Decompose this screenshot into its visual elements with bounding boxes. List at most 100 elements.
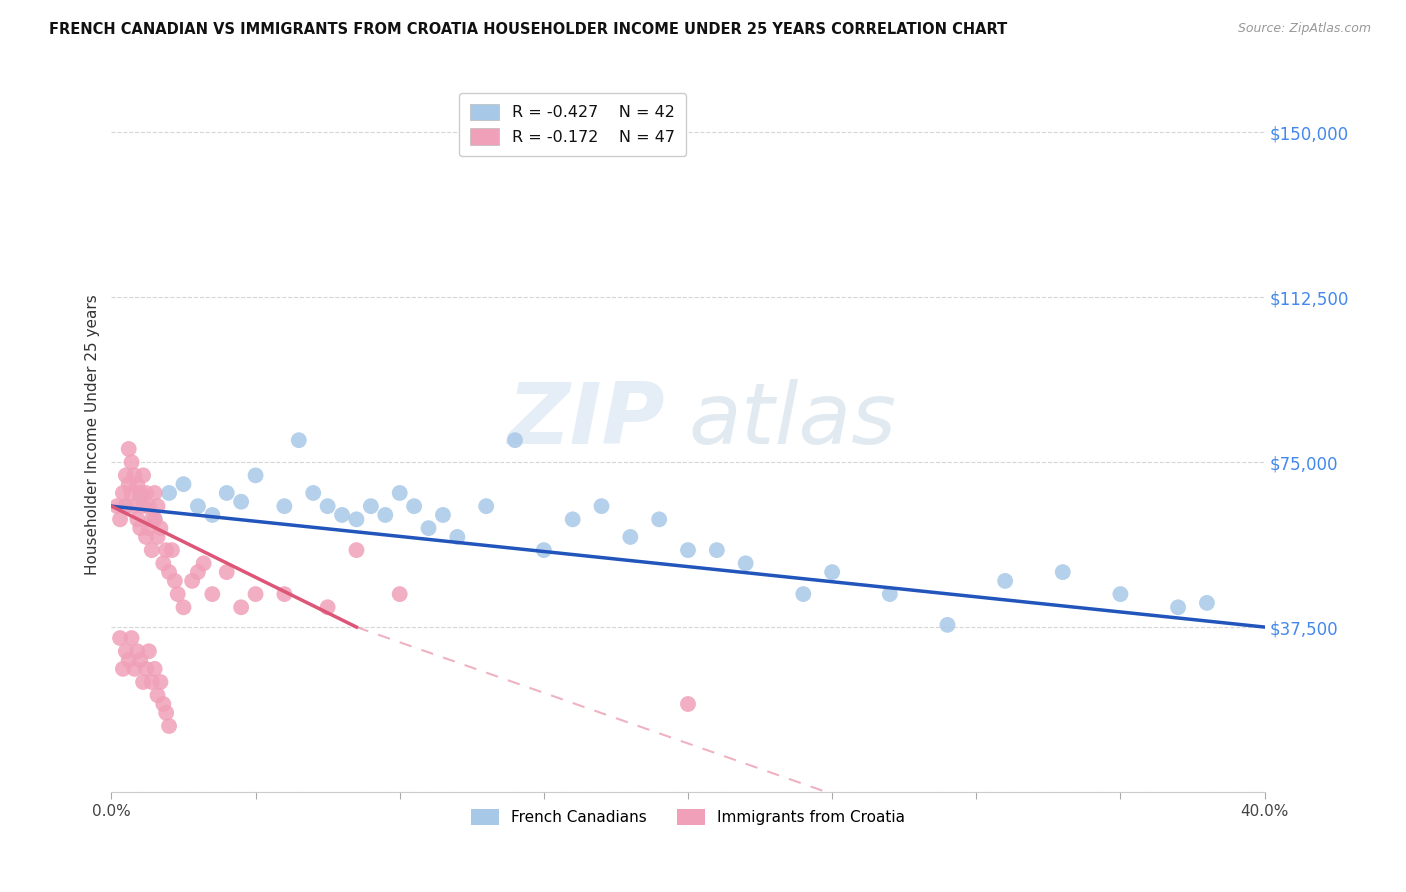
Point [561,512,583,526]
Point [706,543,728,558]
Point [273,587,295,601]
Point [792,587,814,601]
Point [132,675,155,690]
Point [114,499,136,513]
Point [201,508,224,522]
Text: Source: ZipAtlas.com: Source: ZipAtlas.com [1237,22,1371,36]
Point [1109,587,1132,601]
Point [141,675,163,690]
Point [118,477,141,491]
Point [141,543,163,558]
Point [135,662,157,676]
Point [330,508,353,522]
Y-axis label: Householder Income Under 25 years: Householder Income Under 25 years [86,294,100,575]
Point [124,662,146,676]
Point [591,499,613,513]
Point [418,521,440,535]
Point [118,653,141,667]
Point [619,530,641,544]
Point [135,530,157,544]
Point [155,706,177,720]
Point [146,688,169,702]
Point [132,468,155,483]
Point [138,644,160,658]
Point [141,512,163,526]
Point [187,499,209,513]
Point [132,499,155,513]
Point [316,499,339,513]
Point [129,486,152,500]
Point [157,719,180,733]
Point [143,486,166,500]
Point [360,499,382,513]
Point [124,499,146,513]
Point [155,543,177,558]
Point [215,486,238,500]
Point [1195,596,1218,610]
Point [374,508,396,522]
Point [388,486,411,500]
Point [138,521,160,535]
Point [432,508,454,522]
Point [503,433,526,447]
Point [129,491,152,505]
Point [143,662,166,676]
Point [108,631,131,645]
Point [231,600,253,615]
Point [135,486,157,500]
Point [994,574,1017,588]
Point [138,499,160,513]
Point [231,495,253,509]
Point [201,587,224,601]
Point [173,477,195,491]
Point [288,433,311,447]
Text: atlas: atlas [688,379,896,462]
Point [173,600,195,615]
Point [129,653,152,667]
Point [404,499,426,513]
Point [143,512,166,526]
Point [245,587,267,601]
Point [163,574,186,588]
Point [936,618,959,632]
Point [215,565,238,579]
Point [121,455,143,469]
Point [879,587,901,601]
Point [346,543,368,558]
Point [1167,600,1189,615]
Point [127,644,149,658]
Point [193,557,215,571]
Point [388,587,411,601]
Point [187,565,209,579]
Point [149,521,172,535]
Point [152,557,174,571]
Point [734,557,756,571]
Point [302,486,325,500]
Point [475,499,498,513]
Point [111,486,134,500]
Text: FRENCH CANADIAN VS IMMIGRANTS FROM CROATIA HOUSEHOLDER INCOME UNDER 25 YEARS COR: FRENCH CANADIAN VS IMMIGRANTS FROM CROAT… [49,22,1008,37]
Point [146,530,169,544]
Point [118,442,141,456]
Legend: French Canadians, Immigrants from Croatia: French Canadians, Immigrants from Croati… [463,800,914,834]
Point [121,486,143,500]
Point [245,468,267,483]
Point [152,697,174,711]
Point [648,512,671,526]
Point [111,662,134,676]
Text: ZIP: ZIP [508,379,665,462]
Point [127,512,149,526]
Point [273,499,295,513]
Point [821,565,844,579]
Point [146,499,169,513]
Point [114,644,136,658]
Point [127,477,149,491]
Point [181,574,204,588]
Point [143,512,166,526]
Point [114,499,136,513]
Point [121,631,143,645]
Point [160,543,183,558]
Point [157,486,180,500]
Point [105,499,128,513]
Point [676,543,699,558]
